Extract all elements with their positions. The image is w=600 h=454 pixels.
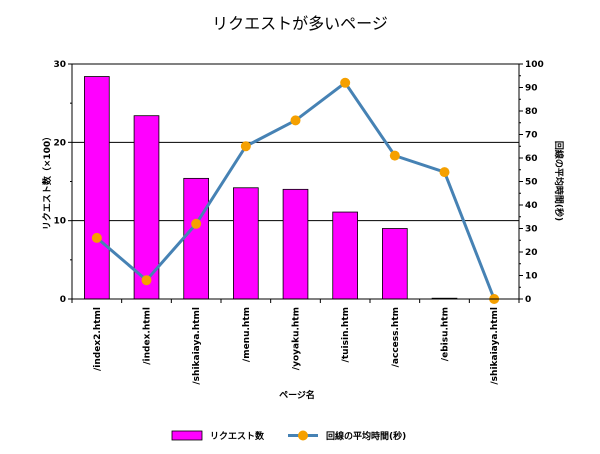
- bar: [332, 211, 358, 300]
- y2-tick-label: 40: [525, 201, 538, 211]
- line-point: [389, 150, 400, 161]
- x-tick-label: /shikaiaya.html: [192, 307, 202, 385]
- legend-swatch-marker: [298, 430, 308, 441]
- x-tick-label: /tuisin.htm: [341, 307, 351, 362]
- bar: [84, 76, 110, 300]
- right-axis-ticks: 0 10 20 30 40 50 60 70 80 90 100: [519, 60, 544, 305]
- y2-tick-label: 50: [525, 178, 538, 188]
- legend-label-bar: リクエスト数: [210, 430, 265, 442]
- line-point: [91, 232, 102, 243]
- line-series: [91, 77, 500, 304]
- x-tick-label: /access.htm: [391, 307, 401, 367]
- y-tick-label: 0: [60, 295, 66, 305]
- chart-title: リクエストが多いページ: [212, 14, 388, 33]
- x-tick-label: /index2.html: [93, 307, 103, 371]
- y2-tick-label: 90: [525, 84, 538, 94]
- y2-tick-label: 30: [525, 225, 538, 235]
- legend: リクエスト数 回線の平均時間(秒): [171, 430, 406, 442]
- left-axis-ticks: 0 10 20 30: [53, 60, 72, 305]
- line-point: [439, 167, 450, 178]
- y2-tick-label: 60: [525, 154, 538, 164]
- x-tick-label: /ebisu.htm: [441, 307, 451, 361]
- y2-tick-label: 70: [525, 131, 538, 141]
- x-tick-label: /index.html: [143, 307, 153, 365]
- legend-swatch-bar: [171, 430, 203, 441]
- bar-series: [84, 76, 458, 300]
- bar: [382, 228, 408, 300]
- legend-label-line: 回線の平均時間(秒): [326, 430, 406, 442]
- y2-axis-title: 回線の平均時間(秒): [553, 141, 565, 221]
- bar: [233, 187, 259, 300]
- y2-tick-label: 20: [525, 248, 538, 258]
- x-tick-label: /shikaiaya.html: [490, 307, 500, 385]
- line-point: [340, 77, 351, 88]
- y2-tick-label: 80: [525, 107, 538, 117]
- y-tick-label: 10: [53, 217, 66, 227]
- x-axis-ticks: /index2.html/index.html/shikaiaya.html/m…: [71, 299, 520, 385]
- line-point: [191, 218, 202, 229]
- y-axis-title: リクエスト数（×100）: [41, 132, 53, 230]
- bar: [183, 177, 209, 300]
- y-tick-label: 20: [53, 138, 66, 148]
- y2-tick-label: 0: [525, 295, 531, 305]
- bar: [282, 188, 309, 300]
- x-axis-title: ページ名: [279, 389, 315, 401]
- y2-tick-label: 10: [525, 272, 538, 282]
- y-tick-label: 30: [53, 60, 66, 70]
- line-point: [141, 275, 152, 286]
- line-point: [240, 141, 251, 152]
- y2-tick-label: 100: [525, 60, 544, 70]
- bar: [133, 115, 160, 300]
- line-point: [290, 115, 301, 126]
- x-tick-label: /menu.htm: [242, 307, 252, 362]
- x-tick-label: /yoyaku.htm: [292, 307, 302, 370]
